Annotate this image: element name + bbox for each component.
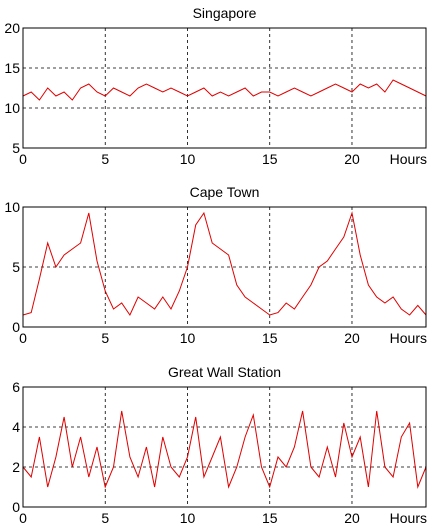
y-tick-label: 4	[12, 419, 20, 435]
x-tick-label: 20	[344, 510, 360, 526]
y-tick-label: 10	[4, 199, 20, 215]
x-axis-label: Hours	[390, 330, 427, 346]
x-tick-label: 10	[180, 151, 196, 167]
chart-title: Cape Town	[190, 184, 260, 200]
series-line	[22, 79, 427, 101]
y-tick-label: 2	[12, 459, 20, 475]
series-line	[22, 211, 427, 317]
x-tick-label: 0	[19, 510, 27, 526]
x-tick-label: 0	[19, 151, 27, 167]
plot-frame	[22, 386, 427, 508]
x-tick-label: 0	[19, 330, 27, 346]
x-tick-label: 10	[180, 510, 196, 526]
x-tick-label: 5	[101, 510, 109, 526]
y-tick-label: 0	[12, 499, 20, 515]
x-tick-label: 20	[344, 151, 360, 167]
x-axis-label: Hours	[390, 510, 427, 526]
x-tick-label: 20	[344, 330, 360, 346]
x-tick-label: 5	[101, 330, 109, 346]
x-tick-label: 15	[262, 330, 278, 346]
y-tick-label: 15	[4, 60, 20, 76]
y-tick-label: 5	[12, 259, 20, 275]
x-tick-label: 10	[180, 330, 196, 346]
chart-title: Singapore	[193, 5, 257, 21]
plot-frame	[22, 27, 427, 149]
x-tick-label: 15	[262, 510, 278, 526]
y-tick-label: 0	[12, 319, 20, 335]
x-axis-label: Hours	[390, 151, 427, 167]
series-line	[22, 410, 427, 489]
y-tick-label: 5	[12, 140, 20, 156]
plot-frame	[22, 206, 427, 328]
y-tick-label: 20	[4, 20, 20, 36]
chart-title: Great Wall Station	[168, 364, 281, 380]
x-tick-label: 5	[101, 151, 109, 167]
y-tick-label: 6	[12, 379, 20, 395]
y-tick-label: 10	[4, 100, 20, 116]
x-tick-label: 15	[262, 151, 278, 167]
